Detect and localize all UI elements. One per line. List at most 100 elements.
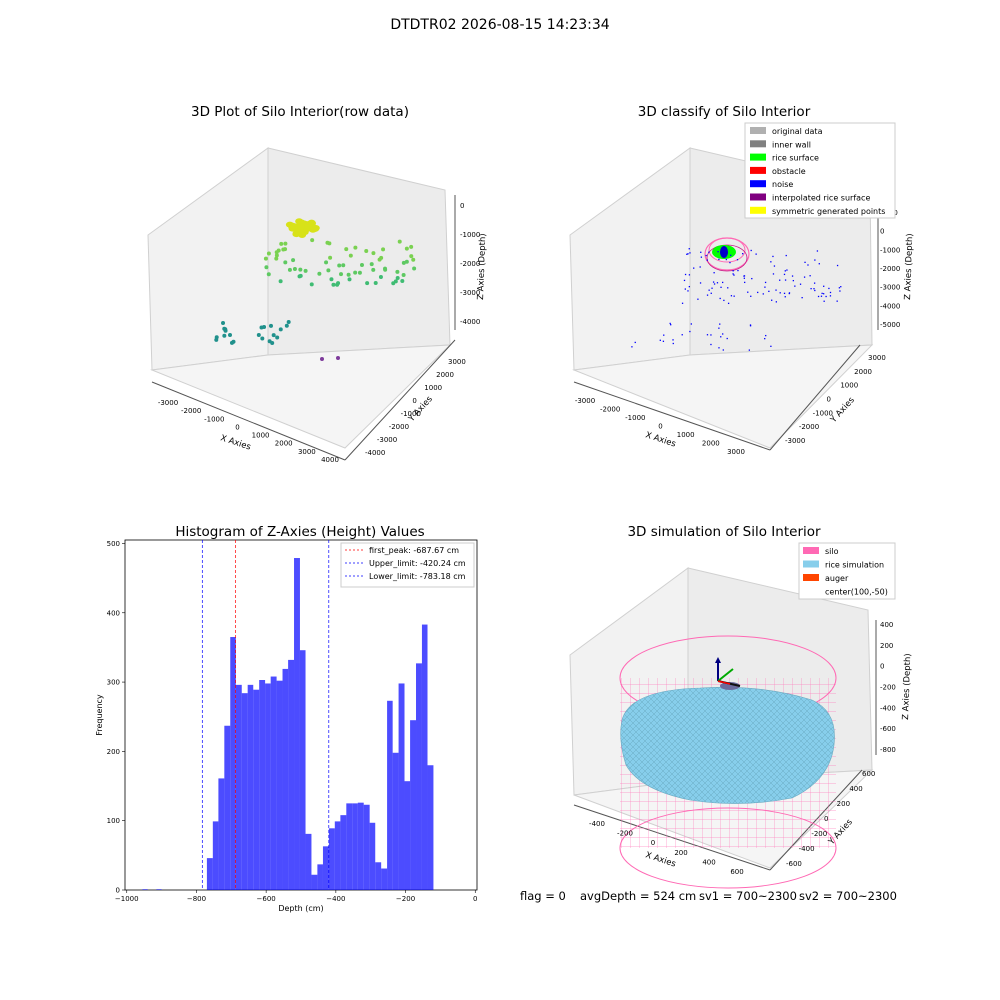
p2-noise-7 <box>762 293 764 295</box>
p1-point-mid-24 <box>279 241 284 246</box>
p2-noise-29 <box>779 292 781 294</box>
p1-point-top-18 <box>295 224 304 231</box>
p1-ytick-4: 0 <box>412 397 416 405</box>
p3-xtick-label-0: −1000 <box>115 895 139 903</box>
p2-noise-low-9 <box>718 327 720 329</box>
p4-xtick-4: 400 <box>702 858 715 866</box>
p1-ztick-4: -4000 <box>460 318 480 326</box>
p2-noise-low-13 <box>749 324 752 326</box>
p2-legend-swatch-2 <box>750 153 766 161</box>
p1-point-mid-67 <box>347 277 352 282</box>
p1-point-mid-29 <box>331 282 336 287</box>
p1-point-bottom-0 <box>320 357 324 361</box>
p2-noise-5 <box>788 292 791 294</box>
p3-bar-1 <box>156 889 162 890</box>
p1-point-top-3 <box>288 223 297 230</box>
p2-noise-107 <box>684 288 686 290</box>
panel4-silo-wireframe <box>619 635 837 889</box>
p2-ytick-6: 3000 <box>868 354 886 362</box>
p1-point-top-8 <box>307 222 316 229</box>
p2-noise-18 <box>684 273 687 276</box>
p2-noise-16 <box>823 300 825 302</box>
p1-point-mid-45 <box>401 272 406 277</box>
p1-point-top-15 <box>291 224 300 231</box>
p2-noise-55 <box>840 286 842 288</box>
p2-legend-label-6: symmetric generated points <box>772 207 885 216</box>
p1-point-top-52 <box>304 223 313 230</box>
p3-xtick-label-3: −400 <box>326 895 345 903</box>
p2-noise-low-3 <box>659 339 661 341</box>
p1-point-mid-52 <box>371 267 376 272</box>
p2-noise-low-21 <box>765 334 767 337</box>
p2-noise-8 <box>750 295 752 297</box>
panel1-ylabel: Y Axies <box>406 394 435 425</box>
p1-point-mid-4 <box>283 260 288 265</box>
p2-xtick-1: -2000 <box>600 406 620 414</box>
p1-point-low-20 <box>262 324 267 329</box>
p1-point-top-44 <box>308 226 317 233</box>
p1-point-mid-21 <box>353 270 358 275</box>
p4-legend-swatch-1 <box>803 560 819 568</box>
p2-noise-42 <box>829 291 832 294</box>
p1-point-top-25 <box>297 227 306 234</box>
p2-noise-65 <box>820 295 823 297</box>
p2-noise-37 <box>785 254 787 257</box>
p2-ytick-1: -2000 <box>799 423 819 431</box>
p3-bar-15 <box>282 668 289 890</box>
p2-noise-low-27 <box>662 340 665 342</box>
p4-ytick-1: -400 <box>799 845 815 853</box>
panel4-rice-surface <box>620 682 835 804</box>
p2-noise-64 <box>813 282 816 284</box>
p2-noise-36 <box>736 259 739 261</box>
p4-ztick-4: -400 <box>880 704 896 712</box>
p1-point-mid-35 <box>401 260 406 265</box>
p2-legend-label-4: noise <box>772 180 793 189</box>
p3-bar-20 <box>311 874 318 890</box>
p2-noise-low-5 <box>631 346 633 348</box>
p1-point-top-10 <box>294 229 303 236</box>
p2-noise-low-17 <box>681 334 683 336</box>
p2-noise-13 <box>836 300 838 302</box>
panel4-title: 3D simulation of Silo Interior <box>627 524 821 540</box>
p1-xtick-3: 0 <box>235 423 239 431</box>
p1-point-mid-37 <box>353 245 358 250</box>
p1-point-mid-9 <box>341 263 346 268</box>
p1-point-mid-47 <box>391 281 396 286</box>
p1-ztick-3: -3000 <box>460 289 480 297</box>
p2-noise-43 <box>681 302 684 304</box>
p1-point-low-0 <box>228 332 233 337</box>
p1-point-top-32 <box>307 220 316 227</box>
p2-noise-53 <box>823 293 825 295</box>
p4-ytick-2: -200 <box>811 830 827 838</box>
p1-point-low-15 <box>270 341 275 346</box>
p1-point-top-39 <box>297 225 306 232</box>
p1-point-mid-3 <box>292 267 297 272</box>
p2-noise-24 <box>813 288 815 290</box>
p3-bar-6 <box>230 637 236 890</box>
p2-ztick-6: -5000 <box>880 321 900 329</box>
p3-bar-17 <box>294 558 300 890</box>
p1-point-mid-48 <box>383 267 388 272</box>
p2-noise-78 <box>706 259 708 261</box>
p2-noise-102 <box>770 261 772 263</box>
p2-noise-41 <box>732 270 734 272</box>
p3-ytick-label-5: 500 <box>107 540 120 548</box>
p1-point-low-13 <box>260 336 265 341</box>
p1-ytick-1: -3000 <box>377 436 397 444</box>
p4-ytick-0: -600 <box>786 860 802 868</box>
p1-point-mid-51 <box>337 263 342 268</box>
p1-point-low-6 <box>223 328 228 333</box>
panel3-xticks: −1000 −800 −600 −400 −200 0 <box>115 890 477 903</box>
p4-ztick-6: -800 <box>880 746 896 754</box>
p1-point-mid-64 <box>383 266 388 271</box>
p1-point-top-51 <box>295 226 304 233</box>
p2-ytick-2: -1000 <box>813 409 833 417</box>
p1-point-top-27 <box>299 220 308 227</box>
p1-xtick-6: 3000 <box>298 448 316 456</box>
p2-noise-38 <box>688 248 690 250</box>
p2-noise-25 <box>764 286 766 288</box>
p2-xtick-5: 2000 <box>702 440 720 448</box>
p2-noise-low-8 <box>764 337 766 340</box>
footer-flag: flag = 0 <box>520 889 566 903</box>
